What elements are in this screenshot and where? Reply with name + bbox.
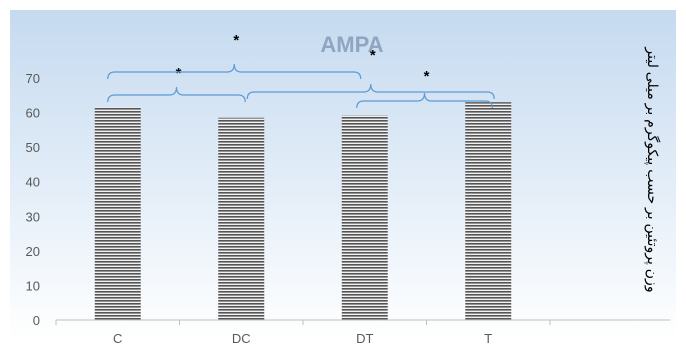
significance-bracket (356, 92, 493, 109)
bar (218, 117, 265, 320)
y-tick-label: 70 (26, 71, 40, 86)
significance-bracket (107, 63, 362, 80)
y-tick-label: 30 (26, 209, 40, 224)
bar (94, 107, 141, 320)
significance-star: * (176, 65, 182, 82)
x-tick-label: T (484, 331, 492, 346)
x-tick-label: C (113, 331, 122, 346)
significance-brackets: * * * * (107, 32, 495, 109)
significance-star: * (424, 68, 430, 85)
y-axis-label: وزن پروتئین بر حسب پیکوگرم بر میلی لیتر (644, 46, 661, 292)
chart-title: AMPA (320, 32, 383, 57)
x-tick-label: DT (356, 331, 373, 346)
y-tick-label: 10 (26, 278, 40, 293)
y-tick-label: 50 (26, 140, 40, 155)
x-axis-tick-marks (55, 320, 551, 325)
y-axis-ticks: 0 10 20 30 40 50 60 70 (26, 71, 40, 328)
bars-group (94, 102, 512, 320)
y-tick-label: 40 (26, 175, 40, 190)
significance-star: * (370, 47, 376, 64)
y-tick-label: 20 (26, 244, 40, 259)
y-tick-label: 60 (26, 106, 40, 121)
significance-bracket (246, 83, 495, 100)
significance-bracket (107, 86, 246, 103)
x-tick-label: DC (232, 331, 251, 346)
bar (465, 102, 512, 320)
x-axis-labels: C DC DT T (113, 331, 492, 346)
y-tick-label: 0 (33, 313, 40, 328)
significance-star: * (233, 32, 239, 49)
bar (341, 115, 388, 320)
